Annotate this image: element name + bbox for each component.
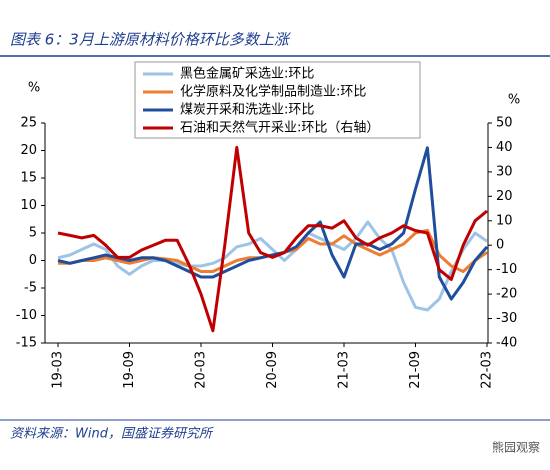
- series-line: [57, 146, 489, 301]
- y2-tick-label: 0: [496, 238, 504, 253]
- y-tick-label: 5: [29, 226, 37, 241]
- y-tick-label: -15: [16, 336, 37, 351]
- y-tick-label: 20: [20, 143, 37, 158]
- x-tick-label: 19-09: [122, 351, 137, 389]
- x-tick-label: 19-03: [51, 351, 66, 389]
- y2-tick-label: 30: [496, 164, 513, 179]
- y-tick-label: -10: [16, 308, 37, 323]
- legend-label: 石油和天然气开采业:环比（右轴）: [180, 120, 379, 136]
- y-unit: %: [28, 81, 40, 96]
- source: 资料来源：Wind，国盛证券研究所: [10, 426, 214, 442]
- y2-tick-label: -30: [496, 311, 517, 326]
- x-tick-label: 20-03: [194, 351, 209, 389]
- series-line: [57, 145, 488, 333]
- legend-label: 煤炭开采和洗选业:环比: [180, 103, 314, 118]
- y2-tick-label: -10: [496, 262, 517, 277]
- x-tick-label: 22-03: [480, 351, 495, 389]
- chart-title: 图表 6：3月上游原材料价格环比多数上涨: [10, 31, 291, 49]
- y-tick-label: 15: [20, 171, 37, 186]
- y2-tick-label: 20: [496, 189, 513, 204]
- y-tick-label: -5: [24, 281, 37, 296]
- x-tick-label: 21-09: [408, 351, 423, 389]
- y2-tick-label: 10: [496, 213, 513, 228]
- y-tick-label: 0: [29, 253, 37, 268]
- y2-unit: %: [508, 93, 520, 108]
- x-tick-label: 21-03: [337, 351, 352, 389]
- legend-box: [134, 61, 421, 139]
- y2-tick-label: -40: [496, 336, 517, 351]
- y-tick-label: 10: [20, 198, 37, 213]
- y2-tick-label: 40: [496, 140, 513, 155]
- x-tick-label: 20-09: [265, 351, 280, 389]
- series-line: [57, 220, 488, 312]
- legend-label: 黑色金属矿采选业:环比: [180, 66, 314, 82]
- watermark: 熊园观察: [492, 440, 540, 455]
- y2-tick-label: -20: [496, 287, 517, 302]
- y-tick-label: 25: [20, 116, 37, 131]
- legend-label: 化学原料及化学制品制造业:环比: [180, 84, 366, 100]
- y2-tick-label: 50: [496, 116, 513, 131]
